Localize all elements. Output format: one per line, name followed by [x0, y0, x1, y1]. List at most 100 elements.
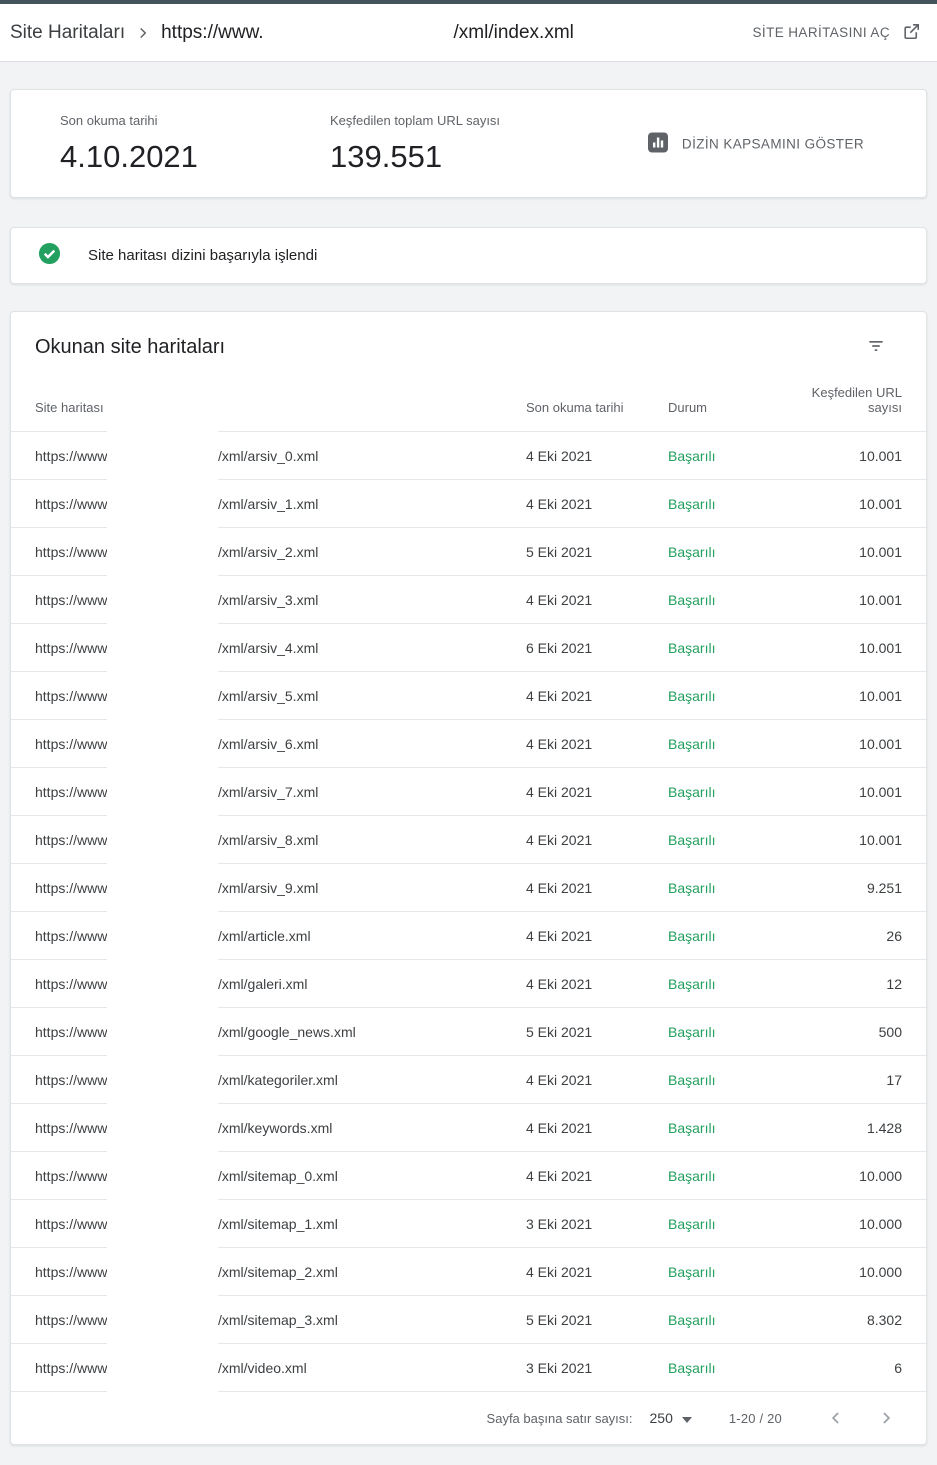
sitemap-table-row[interactable]: https://www /xml/sitemap_2.xml 4 Eki 202… [11, 1248, 926, 1296]
row-discovered-url-count: 26 [886, 927, 902, 944]
sitemap-table-row[interactable]: https://www /xml/arsiv_5.xml 4 Eki 2021 … [11, 672, 926, 720]
chevron-right-icon[interactable] [876, 1408, 896, 1428]
row-url-prefix: https://www [35, 1167, 108, 1184]
rows-per-page-value: 250 [649, 1410, 673, 1426]
row-url-prefix: https://www [35, 1311, 108, 1328]
row-sitemap-path: /xml/arsiv_3.xml [218, 591, 319, 608]
sitemap-table-row[interactable]: https://www /xml/arsiv_0.xml 4 Eki 2021 … [11, 432, 926, 480]
row-sitemap-path: /xml/sitemap_0.xml [218, 1167, 338, 1184]
row-last-read-date: 4 Eki 2021 [526, 831, 593, 848]
row-last-read-date: 4 Eki 2021 [526, 783, 593, 800]
see-index-coverage-label: DİZİN KAPSAMINI GÖSTER [681, 136, 864, 151]
row-url-prefix: https://www [35, 1263, 108, 1280]
status-banner-message: Site haritası dizini başarıyla işlendi [88, 247, 318, 264]
discovered-urls-label: Keşfedilen toplam URL sayısı [330, 113, 501, 128]
row-sitemap-path: /xml/arsiv_1.xml [218, 495, 319, 512]
open-in-new-icon [890, 22, 921, 44]
row-url-prefix: https://www [35, 735, 108, 752]
dropdown-arrow-icon [681, 1411, 692, 1426]
chevron-left-icon[interactable] [826, 1408, 846, 1428]
sitemap-table-row[interactable]: https://www /xml/keywords.xml 4 Eki 2021… [11, 1104, 926, 1152]
row-last-read-date: 4 Eki 2021 [526, 1167, 593, 1184]
row-last-read-date: 3 Eki 2021 [526, 1359, 593, 1376]
row-status: Başarılı [668, 591, 716, 608]
row-sitemap-path: /xml/article.xml [218, 927, 311, 944]
row-url-prefix: https://www [35, 543, 108, 560]
row-discovered-url-count: 10.001 [859, 447, 902, 464]
row-sitemap-path: /xml/kategoriler.xml [218, 1071, 338, 1088]
table-header-row: Site haritası Son okuma tarihi Durum Keş… [11, 368, 926, 432]
row-status: Başarılı [668, 927, 716, 944]
row-last-read-date: 5 Eki 2021 [526, 543, 593, 560]
row-status: Başarılı [668, 831, 716, 848]
status-banner: Site haritası dizini başarıyla işlendi [10, 227, 927, 284]
row-discovered-url-count: 10.000 [859, 1215, 902, 1232]
row-discovered-url-count: 10.001 [859, 735, 902, 752]
row-discovered-url-count: 6 [894, 1359, 902, 1376]
row-sitemap-path: /xml/video.xml [218, 1359, 307, 1376]
redacted-domain [264, 21, 454, 45]
row-discovered-url-count: 10.001 [859, 831, 902, 848]
last-read-label: Son okuma tarihi [60, 113, 158, 128]
row-url-prefix: https://www [35, 639, 108, 656]
row-discovered-url-count: 10.001 [859, 783, 902, 800]
sitemap-table-row[interactable]: https://www /xml/arsiv_6.xml 4 Eki 2021 … [11, 720, 926, 768]
row-status: Başarılı [668, 687, 716, 704]
row-last-read-date: 4 Eki 2021 [526, 735, 593, 752]
row-sitemap-path: /xml/arsiv_2.xml [218, 543, 319, 560]
sitemap-table-row[interactable]: https://www /xml/arsiv_3.xml 4 Eki 2021 … [11, 576, 926, 624]
breadcrumb-url-prefix: https://www. [161, 21, 264, 43]
sitemap-table-row[interactable]: https://www /xml/arsiv_4.xml 6 Eki 2021 … [11, 624, 926, 672]
row-status: Başarılı [668, 975, 716, 992]
row-status: Başarılı [668, 1167, 716, 1184]
table-body: https://www /xml/arsiv_0.xml 4 Eki 2021 … [11, 432, 926, 1392]
row-url-prefix: https://www [35, 591, 108, 608]
rows-per-page-select[interactable]: 250 [650, 1410, 692, 1426]
sitemap-table-row[interactable]: https://www /xml/arsiv_8.xml 4 Eki 2021 … [11, 816, 926, 864]
sitemap-table-row[interactable]: https://www /xml/sitemap_1.xml 3 Eki 202… [11, 1200, 926, 1248]
row-last-read-date: 3 Eki 2021 [526, 1215, 593, 1232]
sitemap-table-row[interactable]: https://www /xml/arsiv_9.xml 4 Eki 2021 … [11, 864, 926, 912]
see-index-coverage-button[interactable]: DİZİN KAPSAMINI GÖSTER [647, 132, 864, 155]
sitemap-table-row[interactable]: https://www /xml/sitemap_3.xml 5 Eki 202… [11, 1296, 926, 1344]
sitemap-table-row[interactable]: https://www /xml/google_news.xml 5 Eki 2… [11, 1008, 926, 1056]
processed-sitemaps-card: Okunan site haritaları Site haritası Son… [10, 311, 927, 1445]
sitemap-table-row[interactable]: https://www /xml/article.xml 4 Eki 2021 … [11, 912, 926, 960]
row-discovered-url-count: 1.428 [866, 1119, 902, 1136]
sitemap-table-row[interactable]: https://www /xml/galeri.xml 4 Eki 2021 B… [11, 960, 926, 1008]
row-last-read-date: 5 Eki 2021 [526, 1023, 593, 1040]
row-sitemap-path: /xml/arsiv_8.xml [218, 831, 319, 848]
sitemap-table-row[interactable]: https://www /xml/sitemap_0.xml 4 Eki 202… [11, 1152, 926, 1200]
row-last-read-date: 4 Eki 2021 [526, 1263, 593, 1280]
row-sitemap-path: /xml/arsiv_0.xml [218, 447, 319, 464]
column-header-sitemap: Site haritası [35, 400, 104, 415]
open-sitemap-button-label: SİTE HARİTASINI AÇ [752, 25, 890, 40]
row-status: Başarılı [668, 495, 716, 512]
row-status: Başarılı [668, 639, 716, 656]
row-discovered-url-count: 10.001 [859, 687, 902, 704]
row-status: Başarılı [668, 1071, 716, 1088]
pagination-range: 1-20 / 20 [728, 1410, 782, 1426]
sitemap-table-row[interactable]: https://www /xml/arsiv_2.xml 5 Eki 2021 … [11, 528, 926, 576]
sitemap-table-row[interactable]: https://www /xml/arsiv_1.xml 4 Eki 2021 … [11, 480, 926, 528]
sitemap-table-row[interactable]: https://www /xml/video.xml 3 Eki 2021 Ba… [11, 1344, 926, 1392]
row-status: Başarılı [668, 1023, 716, 1040]
last-read-value: 4.10.2021 [60, 139, 198, 174]
row-sitemap-path: /xml/sitemap_3.xml [218, 1311, 338, 1328]
filter-icon[interactable] [862, 332, 890, 363]
row-discovered-url-count: 10.001 [859, 543, 902, 560]
sitemap-table-row[interactable]: https://www /xml/kategoriler.xml 4 Eki 2… [11, 1056, 926, 1104]
row-sitemap-path: /xml/keywords.xml [218, 1119, 333, 1136]
row-sitemap-path: /xml/arsiv_6.xml [218, 735, 319, 752]
rows-per-page-label: Sayfa başına satır sayısı: [486, 1410, 633, 1426]
column-header-discovered-urls: Keşfedilen URL sayısı [811, 385, 902, 415]
row-discovered-url-count: 10.001 [859, 639, 902, 656]
row-status: Başarılı [668, 1215, 716, 1232]
row-sitemap-path: /xml/arsiv_7.xml [218, 783, 319, 800]
open-sitemap-button[interactable]: SİTE HARİTASINI AÇ [753, 22, 921, 44]
sitemap-table-row[interactable]: https://www /xml/arsiv_7.xml 4 Eki 2021 … [11, 768, 926, 816]
row-sitemap-path: /xml/galeri.xml [218, 975, 308, 992]
breadcrumb-sitemaps-link[interactable]: Site Haritaları [10, 21, 126, 43]
row-discovered-url-count: 500 [878, 1023, 902, 1040]
row-last-read-date: 4 Eki 2021 [526, 975, 593, 992]
